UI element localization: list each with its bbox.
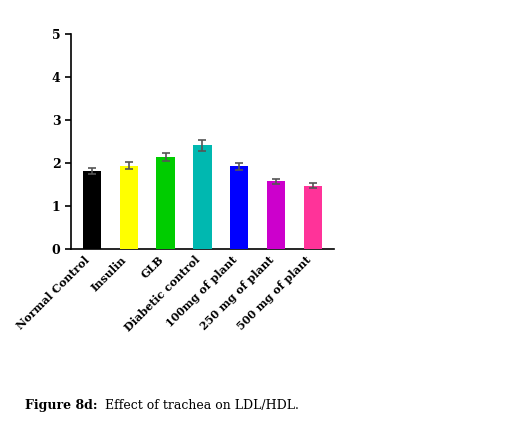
Bar [303,186,321,249]
Bar [230,166,248,249]
Bar [156,157,174,249]
Text: Effect of trachea on LDL/HDL.: Effect of trachea on LDL/HDL. [101,399,298,412]
Bar [83,171,101,249]
Bar [119,166,138,249]
Text: Figure 8d:: Figure 8d: [25,399,97,412]
Bar [193,145,211,249]
Bar [266,181,285,249]
